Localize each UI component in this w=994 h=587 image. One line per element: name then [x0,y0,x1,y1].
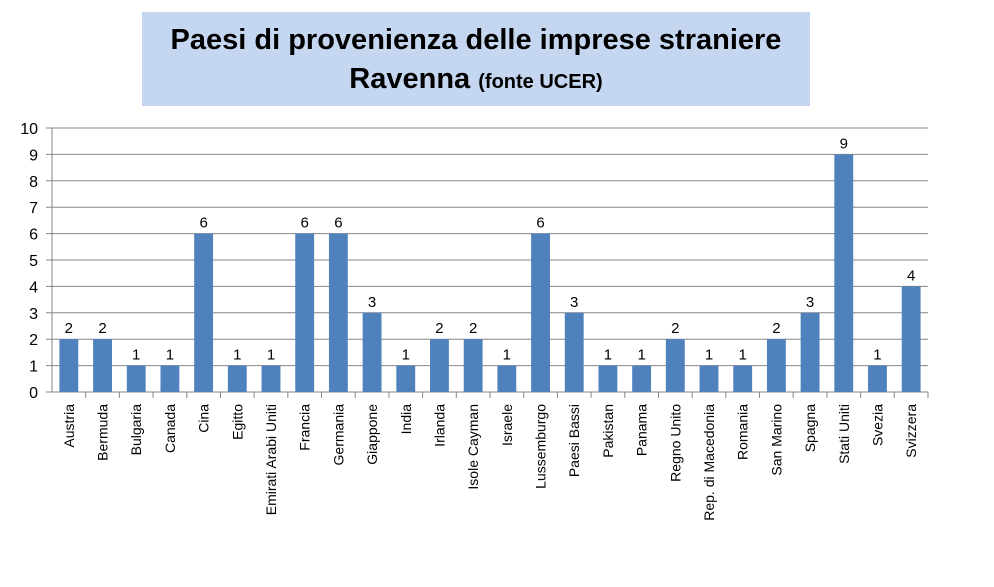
data-label: 9 [840,135,848,152]
x-tick-label: Isole Cayman [465,404,481,490]
data-label: 1 [604,347,612,364]
x-tick-label: Stati Uniti [836,404,852,464]
x-tick-label: Germania [330,404,346,466]
data-label: 3 [570,294,578,311]
data-label: 2 [65,320,73,337]
bar-spagna [800,312,820,392]
y-tick-label: 2 [29,332,38,349]
x-tick-label: Bulgaria [128,404,144,456]
bar-lussemburgo [531,233,550,392]
chart-subtitle: Ravenna (fonte UCER) [142,60,810,101]
x-tick-label: Irlanda [431,404,447,447]
x-tick-label: Rep. di Macedonia [701,404,717,521]
x-tick-label: Svizzera [903,404,919,458]
data-label: 2 [435,320,443,337]
y-tick-label: 9 [29,147,38,164]
y-tick-label: 5 [29,253,38,270]
data-label: 1 [267,347,275,364]
bar-paesi-bassi [564,312,584,392]
bar-canada [160,365,180,392]
data-label: 2 [772,320,780,337]
bar-regno-unito [665,339,685,392]
x-tick-label: Emirati Arabi Uniti [263,404,279,515]
chart-title-box: Paesi di provenienza delle imprese stran… [142,12,810,106]
x-tick-label: Pakistan [600,404,616,458]
bar-germania [328,233,348,392]
data-label: 1 [233,347,241,364]
data-label: 1 [637,347,645,364]
data-label: 6 [199,215,207,232]
bar-panama [632,365,652,392]
bar-bermuda [93,339,112,392]
x-tick-label: Cina [196,404,212,433]
data-label: 1 [166,347,174,364]
data-label: 6 [301,215,309,232]
bar-rep-di-macedonia [699,365,719,392]
bar-egitto [227,365,247,392]
bar-bulgaria [126,365,146,392]
data-label: 1 [873,347,881,364]
data-label: 2 [98,320,106,337]
data-label: 1 [402,347,410,364]
bar-india [396,365,416,392]
x-tick-label: Paesi Bassi [566,404,582,477]
x-tick-label: Egitto [229,404,245,440]
data-label: 3 [368,294,376,311]
bar-svizzera [901,286,921,392]
data-label: 2 [671,320,679,337]
x-tick-label: Canada [162,404,178,453]
chart-source: (fonte UCER) [478,71,603,93]
y-tick-label: 3 [29,306,38,323]
bar-isole-cayman [463,339,483,392]
x-tick-label: Lussemburgo [533,404,549,489]
bar-svezia [868,365,887,392]
data-label: 1 [705,347,713,364]
data-label: 3 [806,294,814,311]
x-tick-label: Spagna [802,404,818,452]
data-label: 6 [536,215,544,232]
x-tick-label: Israele [499,404,515,446]
x-tick-label: Romania [735,404,751,460]
x-tick-label: Regno Unito [667,404,683,482]
x-tick-label: Francia [297,404,313,451]
x-tick-label: Bermuda [95,404,111,461]
bar-francia [295,233,315,392]
x-tick-label: Svezia [869,404,885,446]
bar-cina [194,233,214,392]
y-tick-label: 10 [20,121,38,138]
data-label: 1 [132,347,140,364]
bar-san-marino [766,339,786,392]
bar-irlanda [430,339,449,392]
bar-stati-uniti [834,154,854,392]
bar-romania [733,365,753,392]
chart-subtitle-city: Ravenna [349,63,471,95]
y-tick-label: 4 [29,279,38,296]
bar-pakistan [598,365,618,392]
data-label: 4 [907,267,915,284]
data-label: 1 [503,347,511,364]
bar-emirati-arabi-uniti [261,365,281,392]
x-tick-label: Panama [634,404,650,456]
y-tick-label: 6 [29,227,38,244]
x-tick-label: Giappone [364,404,380,465]
data-label: 2 [469,320,477,337]
x-tick-label: San Marino [768,404,784,476]
chart-title: Paesi di provenienza delle imprese stran… [170,24,782,56]
bar-giappone [362,312,382,392]
x-tick-label: India [398,404,414,435]
data-label: 6 [334,215,342,232]
y-tick-label: 8 [29,174,38,191]
bar-austria [59,339,79,392]
y-tick-label: 1 [29,359,38,376]
y-tick-label: 7 [29,200,38,217]
data-label: 1 [739,347,747,364]
y-tick-label: 0 [29,385,38,402]
x-tick-label: Austria [61,404,77,448]
bar-israele [497,365,517,392]
